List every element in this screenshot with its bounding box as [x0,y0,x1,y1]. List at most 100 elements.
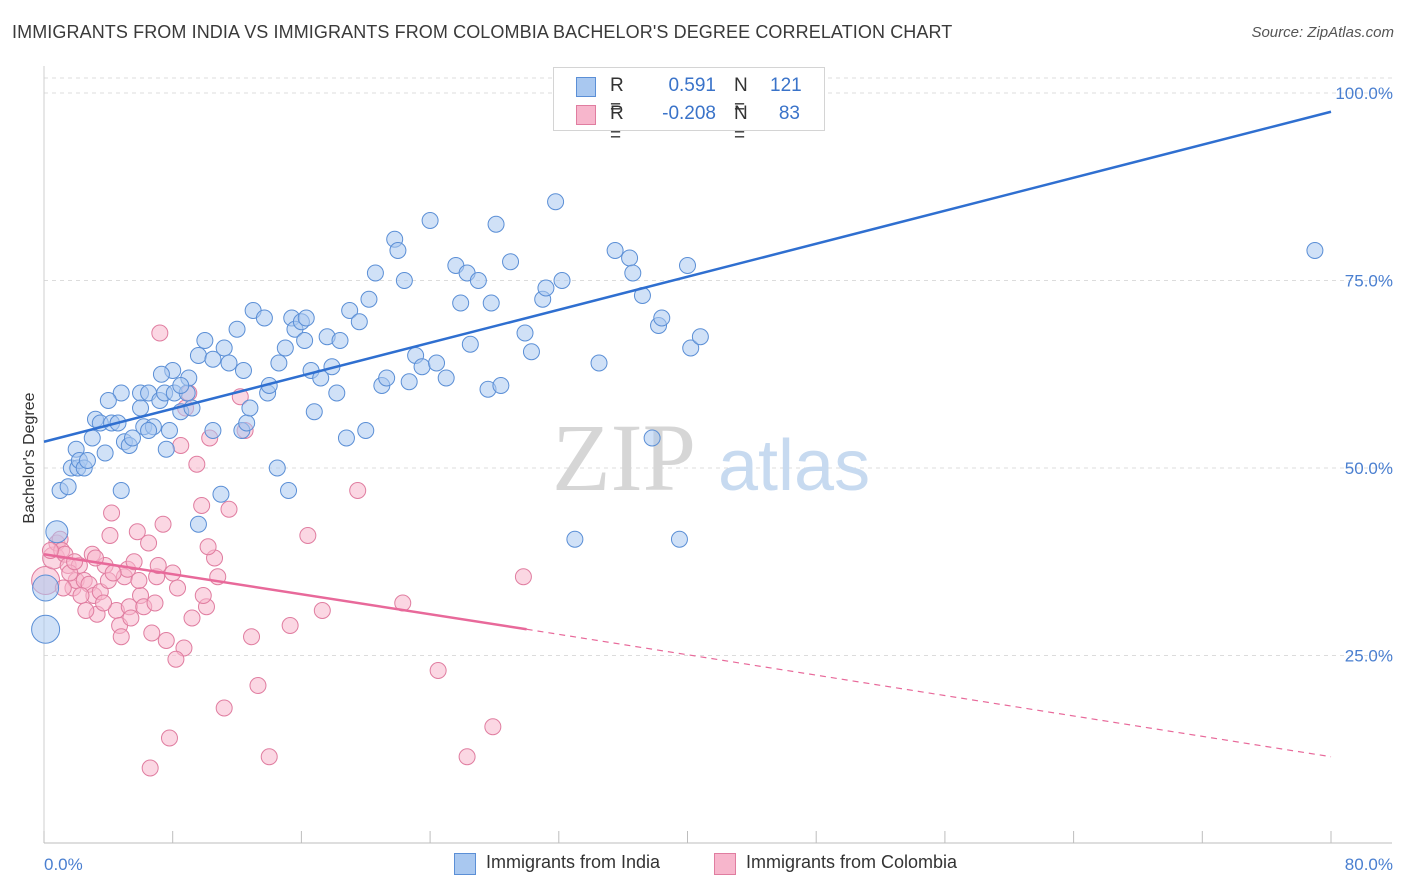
india-trend-line [43,110,1332,443]
x-tick-label-max: 80.0% [1345,855,1393,874]
stats-legend: R = 0.591 N = 121 R = -0.208 N = 83 [553,67,825,146]
india-point [204,422,222,439]
india-point [357,422,375,439]
india-point [553,272,571,289]
colombia-point [140,534,158,552]
india-point [270,354,288,372]
colombia-point [143,624,161,642]
r-value: 0.591 [668,75,716,96]
colombia-point [112,628,130,646]
india-point [276,339,294,357]
india-point [255,309,273,327]
india-point [670,530,688,548]
colombia-swatch [576,105,596,125]
colombia-point [151,324,169,342]
india-point [389,242,407,259]
india-point [413,358,431,376]
india-point [366,264,384,282]
india-point [624,264,642,282]
india-point [112,384,130,402]
y-tick-label: 100.0% [1335,84,1393,103]
y-tick-label: 25.0% [1345,647,1393,666]
colombia-point [95,594,113,612]
india-point [360,290,378,308]
india-point [215,339,233,357]
colombia-point [484,718,502,736]
india-point [653,309,671,327]
india-point [228,320,246,338]
colombia-point [160,729,178,747]
trend-lines [43,110,1332,758]
india-point [350,313,368,331]
india-point [32,574,60,602]
colombia-point [260,748,278,766]
r-value: -0.208 [662,103,716,124]
chart-title: IMMIGRANTS FROM INDIA VS IMMIGRANTS FROM… [12,22,953,42]
india-point [337,429,355,447]
colombia-point [313,602,331,619]
n-value: 121 [770,75,802,96]
colombia-point [220,500,238,518]
colombia-point [183,609,201,627]
india-point [428,354,446,372]
n-label: N = [734,75,748,118]
n-value: 83 [778,103,800,124]
india-point [212,485,230,503]
colombia-point [141,759,159,777]
n-label: N = [734,103,748,146]
colombia-trend-extension [526,628,1332,758]
colombia-point [101,527,119,544]
colombia-point [299,527,317,544]
india-point [547,193,565,211]
india-point [83,429,101,447]
colombia-point [122,609,140,627]
india-point [189,515,207,533]
watermark-atlas: atlas [718,426,870,506]
colombia-point [215,699,233,717]
india-point [522,343,540,361]
india-point [682,339,700,357]
colombia-trend-line [43,553,527,631]
colombia-point [172,437,190,454]
tick-labels: 25.0% 50.0% 75.0% 100.0% 0.0% 80.0% [44,84,1393,874]
colombia-point [103,504,121,522]
colombia-point [281,617,299,634]
colombia-swatch [714,853,736,875]
colombia-point [128,523,146,541]
india-points [31,193,1324,644]
india-point [305,403,323,421]
colombia-point [429,662,447,679]
colombia-point [154,515,172,533]
colombia-point [249,677,267,694]
india-point [297,309,315,327]
india-point [99,392,117,409]
india-point [606,242,624,259]
india-point [452,294,470,312]
india-point [621,249,639,267]
india-point [492,377,510,394]
india-point [590,354,608,372]
watermark-zip: ZIP [552,404,696,511]
india-point [31,614,61,644]
colombia-point [130,572,148,589]
colombia-point [167,650,185,668]
y-tick-label: 50.0% [1345,459,1393,478]
india-point [482,294,500,312]
axes [43,66,1392,844]
india-point [172,377,190,394]
india-point [469,272,487,289]
india-point [421,212,439,229]
colombia-point [66,553,84,571]
india-point [196,332,214,349]
r-label: R = [610,75,624,118]
colombia-point [146,594,164,612]
x-tick-label-min: 0.0% [44,855,83,874]
y-axis-label: Bachelor's Degree [21,392,38,523]
india-point [96,444,114,462]
india-point [59,478,77,496]
india-point [220,354,238,372]
india-point [189,347,207,364]
india-point [204,350,222,368]
india-point [487,215,505,233]
